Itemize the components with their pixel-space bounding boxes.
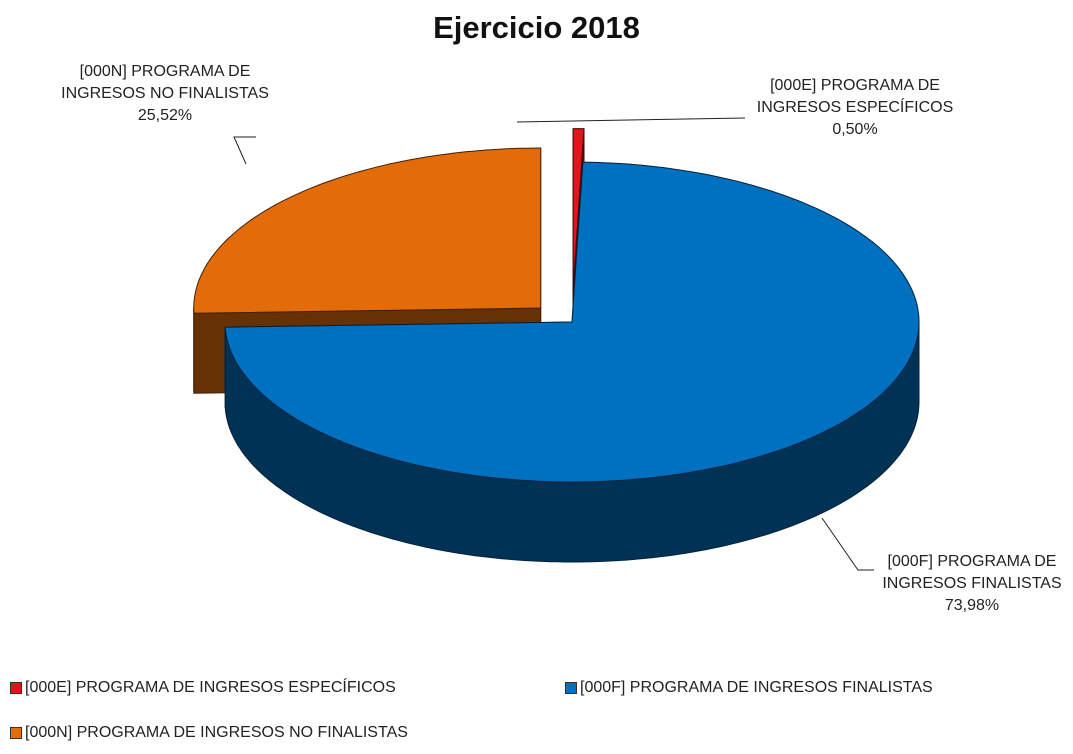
legend-label: [000N] PROGRAMA DE INGRESOS NO FINALISTA…: [25, 724, 408, 741]
data-label-name: [000F] PROGRAMA DE INGRESOS FINALISTAS: [882, 553, 1062, 592]
data-label-name: [000E] PROGRAMA DE INGRESOS ESPECÍFICOS: [756, 77, 954, 116]
leader-line: [233, 136, 256, 165]
slice-top: [572, 128, 585, 289]
data-label: [000E] PROGRAMA DE INGRESOS ESPECÍFICOS 0…: [740, 75, 970, 141]
slice-top: [224, 161, 920, 483]
data-label: [000N] PROGRAMA DE INGRESOS NO FINALISTA…: [50, 61, 280, 127]
legend-label: [000F] PROGRAMA DE INGRESOS FINALISTAS: [580, 679, 933, 696]
data-label-value: 0,50%: [832, 121, 878, 138]
slice-top: [193, 147, 542, 314]
data-label: [000F] PROGRAMA DE INGRESOS FINALISTAS 73…: [862, 551, 1073, 617]
leader-line: [821, 517, 874, 571]
legend-item: [000F] PROGRAMA DE INGRESOS FINALISTAS: [565, 679, 933, 697]
data-label-name: [000N] PROGRAMA DE INGRESOS NO FINALISTA…: [61, 63, 269, 102]
leader-line: [516, 117, 746, 123]
legend-swatch: [10, 727, 22, 739]
legend-label: [000E] PROGRAMA DE INGRESOS ESPECÍFICOS: [25, 679, 396, 696]
legend-item: [000E] PROGRAMA DE INGRESOS ESPECÍFICOS: [10, 679, 396, 697]
legend-swatch: [10, 682, 22, 694]
chart-title: Ejercicio 2018: [433, 10, 640, 45]
legend-item: [000N] PROGRAMA DE INGRESOS NO FINALISTA…: [10, 724, 408, 742]
legend-swatch: [565, 682, 577, 694]
data-label-value: 25,52%: [137, 107, 193, 124]
slice: [224, 161, 920, 563]
data-label-value: 73,98%: [944, 597, 1000, 614]
